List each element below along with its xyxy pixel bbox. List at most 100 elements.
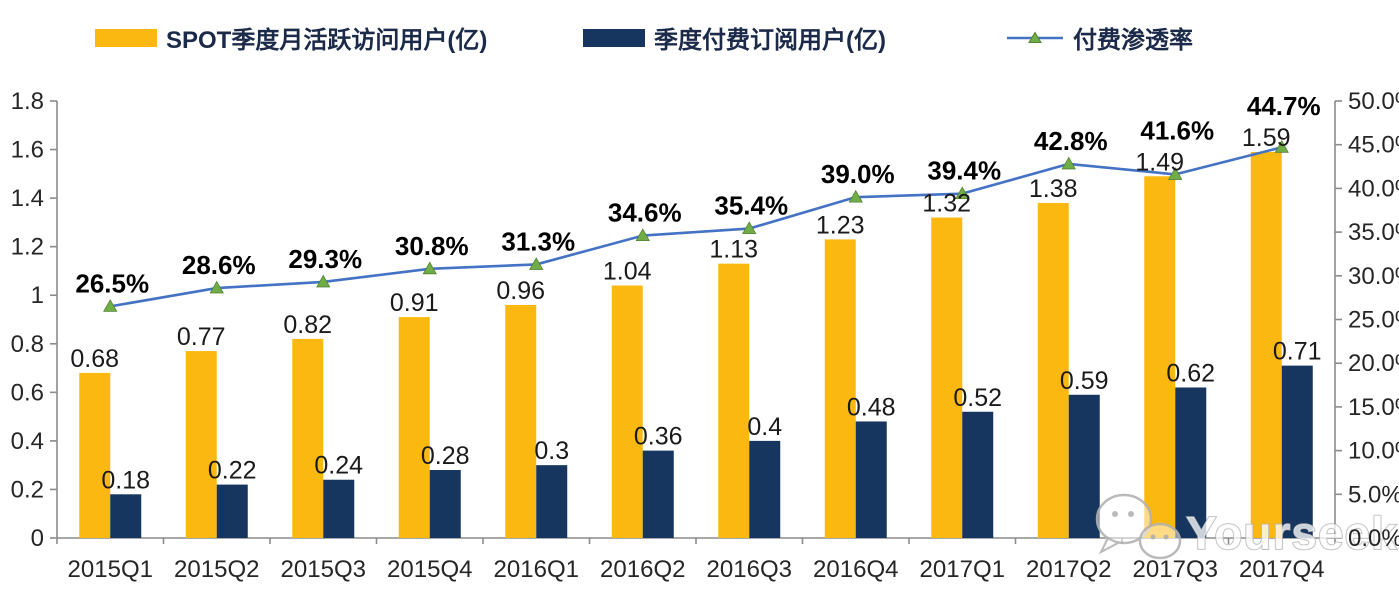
x-tick-label: 2015Q1	[68, 556, 153, 583]
y-left-tick-label: 1.8	[11, 88, 44, 115]
mau-value-label: 0.68	[70, 345, 119, 373]
y-right-tick-label: 5.0%	[1348, 481, 1399, 508]
subs-value-label: 0.3	[534, 437, 569, 465]
subs-value-label: 0.18	[101, 466, 150, 494]
y-left-tick-label: 1	[31, 282, 44, 309]
y-right-tick-label: 45.0%	[1348, 132, 1399, 159]
subs-bar	[536, 465, 568, 538]
mau-bar	[398, 317, 430, 538]
subs-value-label: 0.71	[1273, 338, 1322, 366]
penetration-value-label: 42.8%	[1034, 126, 1108, 156]
y-right-tick-label: 15.0%	[1348, 394, 1399, 421]
penetration-marker-icon	[529, 257, 544, 270]
penetration-value-label: 35.4%	[714, 191, 788, 221]
penetration-value-label: 34.6%	[608, 198, 682, 228]
mau-value-label: 0.77	[177, 323, 226, 351]
legend-item-mau: SPOT季度月活跃访问用户(亿)	[95, 20, 487, 55]
x-tick-label: 2015Q2	[174, 556, 259, 583]
mau-bar	[824, 239, 856, 538]
penetration-value-label: 44.7%	[1247, 91, 1321, 121]
subs-bar	[323, 479, 355, 538]
wechat-icon	[1095, 493, 1153, 545]
x-tick-label: 2017Q2	[1026, 556, 1111, 583]
y-right-tick-label: 25.0%	[1348, 307, 1399, 334]
watermark-text: Yourseeker	[1186, 507, 1399, 559]
subs-bar	[855, 421, 887, 538]
penetration-marker-icon	[1168, 167, 1183, 180]
mau-legend-swatch	[95, 28, 157, 47]
mau-value-label: 1.38	[1029, 175, 1078, 203]
x-tick-label: 2017Q3	[1133, 556, 1218, 583]
subs-bar	[110, 494, 142, 538]
penetration-value-label: 30.8%	[395, 231, 469, 261]
mau-value-label: 1.13	[709, 236, 758, 264]
penetration-marker-icon	[1274, 140, 1289, 153]
penetration-marker-icon	[955, 186, 970, 200]
penetration-value-label: 39.4%	[927, 156, 1001, 186]
watermark: Yourseeker	[1095, 493, 1399, 560]
penetration-marker-icon	[635, 228, 650, 241]
mau-bar	[505, 304, 537, 538]
subs-bar	[429, 470, 461, 538]
x-tick-label: 2016Q4	[813, 556, 898, 583]
y-right-tick-label: 35.0%	[1348, 219, 1399, 246]
mau-value-label: 0.96	[496, 277, 545, 305]
penetration-value-label: 26.5%	[75, 268, 149, 298]
penetration-marker-icon	[103, 299, 118, 312]
subs-value-label: 0.28	[421, 442, 470, 470]
y-right-tick-label: 10.0%	[1348, 438, 1399, 465]
legend-item-penetration: 付费渗透率	[1006, 20, 1193, 55]
penetration-value-label: 28.6%	[182, 250, 256, 280]
mau-value-label: 1.23	[816, 211, 865, 239]
mau-value-label: 1.49	[1135, 148, 1184, 176]
subs-bar	[1175, 387, 1207, 538]
mau-bar	[611, 285, 643, 538]
legend-item-subs: 季度付费订阅用户(亿)	[583, 20, 886, 55]
mau-value-label: 1.59	[1242, 124, 1291, 152]
x-tick-label: 2016Q1	[494, 556, 579, 583]
subs-value-label: 0.59	[1060, 367, 1109, 395]
subs-legend-swatch	[583, 28, 645, 47]
penetration-marker-icon	[316, 274, 331, 288]
wechat-icon-small-bubble	[1138, 522, 1182, 560]
y-left-tick-label: 0.8	[11, 331, 44, 358]
subs-value-label: 0.52	[953, 384, 1002, 412]
penetration-marker-icon	[742, 221, 757, 235]
mau-bar	[1037, 202, 1069, 538]
penetration-legend-marker-icon	[1007, 31, 1063, 43]
mau-bar	[718, 263, 750, 538]
penetration-marker-icon	[209, 280, 224, 294]
y-left-tick-label: 1.2	[11, 234, 44, 261]
subs-value-label: 0.36	[634, 423, 683, 451]
penetration-value-label: 39.0%	[821, 159, 895, 189]
y-left-tick-label: 0.6	[11, 379, 44, 406]
subs-bar	[642, 450, 674, 538]
mau-bar	[292, 338, 324, 538]
y-left-tick-label: 0.2	[11, 476, 44, 503]
subs-value-label: 0.22	[208, 457, 257, 485]
mau-legend-label: SPOT季度月活跃访问用户(亿)	[166, 27, 488, 54]
penetration-marker-icon	[422, 261, 437, 275]
subs-bar	[749, 440, 781, 538]
x-tick-label: 2017Q1	[920, 556, 1005, 583]
penetration-value-label: 41.6%	[1140, 115, 1214, 145]
subs-bar	[962, 411, 994, 538]
y-left-tick-label: 0.4	[11, 428, 44, 455]
x-tick-label: 2015Q4	[387, 556, 472, 583]
subs-value-label: 0.4	[747, 413, 782, 441]
subs-value-label: 0.62	[1166, 359, 1215, 387]
y-right-tick-label: 40.0%	[1348, 175, 1399, 202]
y-right-tick-label: 0.0%	[1348, 525, 1399, 552]
mau-value-label: 1.32	[922, 190, 971, 218]
penetration-value-label: 29.3%	[288, 244, 362, 274]
subs-value-label: 0.48	[847, 393, 896, 421]
subs-bar	[1068, 394, 1100, 538]
y-right-tick-label: 20.0%	[1348, 350, 1399, 377]
penetration-legend-label: 付费渗透率	[1073, 27, 1193, 54]
penetration-value-label: 31.3%	[501, 226, 575, 256]
subs-legend-label: 季度付费订阅用户(亿)	[654, 27, 886, 54]
mau-value-label: 0.91	[390, 289, 439, 317]
mau-bar	[79, 372, 111, 538]
y-right-tick-label: 30.0%	[1348, 263, 1399, 290]
